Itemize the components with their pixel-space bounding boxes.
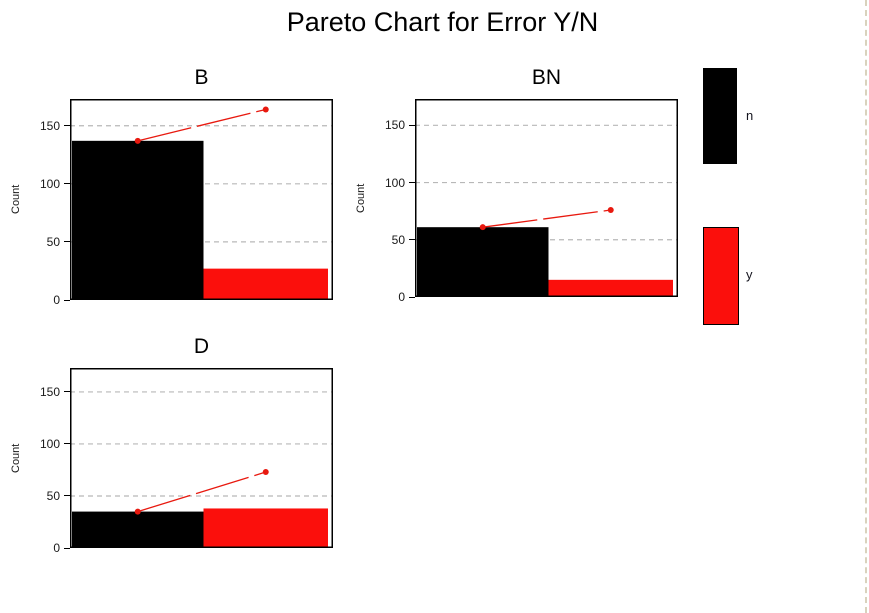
y-tick-mark-100 bbox=[64, 183, 70, 185]
y-tick-mark-0 bbox=[64, 299, 70, 301]
panel-BN: BN Count 0 50 100 150 bbox=[355, 66, 678, 304]
y-tick-label-100: 100 bbox=[39, 436, 60, 451]
panel-title-D: D bbox=[193, 335, 210, 358]
y-tick-mark-100 bbox=[409, 182, 415, 184]
bar-y bbox=[203, 268, 328, 300]
y-tick-mark-150 bbox=[64, 125, 70, 127]
y-tick-mark-100 bbox=[64, 443, 70, 445]
y-tick-label-150: 150 bbox=[39, 384, 60, 399]
cumulative-point-n bbox=[479, 224, 486, 231]
bar-y bbox=[203, 508, 328, 548]
bar-n bbox=[417, 227, 549, 297]
legend-swatch-n bbox=[703, 68, 737, 164]
panel-D: D Count 0 50 100 150 bbox=[10, 335, 333, 555]
legend-label-y: y bbox=[746, 267, 753, 282]
panel-B: B Count 0 50 100 150 bbox=[10, 66, 333, 307]
y-tick-label-150: 150 bbox=[384, 118, 405, 133]
panel-title-B: B bbox=[194, 66, 209, 89]
plot-frame bbox=[70, 99, 333, 300]
cumulative-point-y bbox=[607, 207, 614, 214]
y-tick-label-150: 150 bbox=[39, 118, 60, 133]
y-tick-label-100: 100 bbox=[384, 175, 405, 190]
cumulative-line bbox=[137, 108, 266, 142]
bar-n bbox=[72, 140, 204, 300]
y-tick-mark-0 bbox=[64, 547, 70, 549]
cumulative-point-n bbox=[134, 508, 141, 515]
plot-area-B bbox=[70, 99, 333, 300]
cumulative-line bbox=[482, 209, 611, 228]
y-tick-label-0: 0 bbox=[53, 541, 60, 555]
cumulative-line bbox=[137, 471, 266, 513]
cumulative-point-y bbox=[262, 469, 269, 476]
bar-y bbox=[548, 279, 673, 297]
y-tick-mark-0 bbox=[409, 296, 415, 298]
plot-area-D bbox=[70, 368, 333, 548]
y-tick-mark-50 bbox=[64, 495, 70, 497]
legend-swatch-y bbox=[703, 227, 739, 325]
y-tick-mark-150 bbox=[409, 124, 415, 126]
y-tick-label-50: 50 bbox=[391, 232, 405, 247]
cumulative-point-y bbox=[262, 106, 269, 113]
legend-label-n: n bbox=[746, 108, 754, 123]
y-tick-label-50: 50 bbox=[46, 488, 60, 503]
plot-frame bbox=[70, 368, 333, 548]
y-tick-mark-150 bbox=[64, 391, 70, 393]
plot-area-BN bbox=[415, 99, 678, 297]
y-tick-label-0: 0 bbox=[53, 293, 60, 307]
y-tick-mark-50 bbox=[409, 239, 415, 241]
y-tick-label-50: 50 bbox=[46, 234, 60, 249]
y-tick-mark-50 bbox=[64, 241, 70, 243]
plot-frame bbox=[415, 99, 678, 297]
panel-title-BN: BN bbox=[531, 66, 562, 89]
page-break-line bbox=[865, 0, 867, 613]
bar-n bbox=[72, 511, 204, 548]
chart-main-title: Pareto Chart for Error Y/N bbox=[286, 7, 599, 37]
y-tick-label-0: 0 bbox=[398, 290, 405, 304]
cumulative-point-n bbox=[134, 137, 141, 144]
y-tick-label-100: 100 bbox=[39, 176, 60, 191]
